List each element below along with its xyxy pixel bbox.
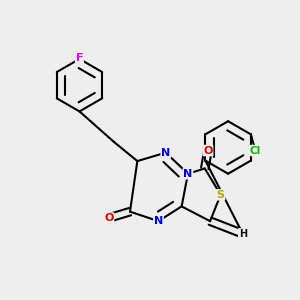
Text: N: N <box>154 216 163 226</box>
Text: H: H <box>239 229 247 239</box>
Text: F: F <box>76 53 83 63</box>
Text: O: O <box>104 213 114 223</box>
Text: N: N <box>161 148 170 158</box>
Text: N: N <box>183 169 193 179</box>
Text: O: O <box>203 146 213 155</box>
Text: S: S <box>217 190 225 200</box>
Text: Cl: Cl <box>250 146 261 155</box>
